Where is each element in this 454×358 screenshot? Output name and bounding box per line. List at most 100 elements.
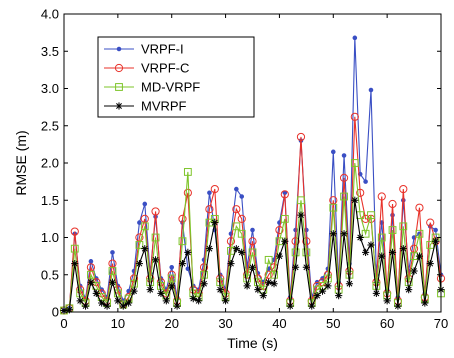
legend-item-vrpf-i: VRPF-I bbox=[104, 42, 184, 57]
data-point-mvrpf bbox=[189, 294, 197, 303]
data-point-mvrpf bbox=[114, 297, 122, 305]
data-point-md-vrpf bbox=[113, 289, 122, 298]
data-point-md-vrpf bbox=[232, 222, 241, 231]
data-point-vrpf-c bbox=[226, 237, 236, 246]
data-point-vrpf-i bbox=[239, 194, 245, 199]
data-point-mvrpf bbox=[308, 302, 316, 310]
data-point-vrpf-c bbox=[377, 192, 386, 201]
data-point-mvrpf bbox=[98, 299, 106, 307]
data-point-vrpf-i bbox=[169, 265, 175, 270]
data-point-md-vrpf bbox=[340, 192, 348, 201]
legend-box bbox=[97, 36, 255, 118]
data-point-md-vrpf bbox=[388, 226, 397, 234]
data-point-mvrpf bbox=[146, 286, 154, 294]
data-point-md-vrpf bbox=[140, 222, 149, 231]
data-point-mvrpf bbox=[211, 219, 219, 227]
y-tick-label: 3.0 bbox=[41, 81, 59, 96]
data-point-vrpf-c bbox=[280, 190, 289, 199]
data-point-mvrpf bbox=[108, 278, 117, 286]
data-point-md-vrpf bbox=[329, 203, 338, 212]
data-point-vrpf-i bbox=[363, 179, 368, 184]
data-point-vrpf-c bbox=[350, 112, 359, 121]
data-point-mvrpf bbox=[291, 263, 300, 271]
data-point-mvrpf bbox=[432, 237, 440, 245]
data-point-md-vrpf bbox=[350, 159, 359, 167]
data-point-md-vrpf bbox=[87, 270, 95, 279]
data-point-mvrpf bbox=[335, 292, 343, 300]
data-point-md-vrpf bbox=[415, 229, 424, 238]
x-tick-label: 0 bbox=[60, 316, 67, 331]
data-point-mvrpf bbox=[270, 280, 278, 288]
data-point-mvrpf bbox=[135, 259, 143, 268]
data-point-mvrpf bbox=[243, 282, 251, 290]
data-point-mvrpf bbox=[265, 278, 273, 286]
data-point-mvrpf bbox=[173, 302, 181, 310]
data-point-mvrpf bbox=[205, 245, 214, 253]
legend-marker-mvrpf bbox=[115, 102, 123, 110]
data-point-mvrpf bbox=[313, 292, 321, 300]
data-point-mvrpf bbox=[178, 259, 187, 268]
data-point-mvrpf bbox=[248, 263, 257, 271]
data-point-mvrpf bbox=[151, 256, 160, 264]
data-point-mvrpf bbox=[65, 306, 73, 314]
data-point-mvrpf bbox=[378, 252, 386, 260]
data-point-mvrpf bbox=[383, 297, 391, 305]
data-point-mvrpf bbox=[232, 245, 240, 253]
data-point-md-vrpf bbox=[291, 248, 300, 257]
data-point-md-vrpf bbox=[399, 222, 408, 231]
data-point-vrpf-c bbox=[70, 227, 79, 236]
x-tick-label: 30 bbox=[218, 316, 232, 331]
data-point-vrpf-c bbox=[339, 173, 349, 182]
data-point-md-vrpf bbox=[130, 279, 138, 288]
data-point-vrpf-c bbox=[248, 237, 257, 246]
data-point-md-vrpf bbox=[178, 237, 187, 246]
data-point-vrpf-i bbox=[142, 201, 148, 207]
data-point-md-vrpf bbox=[297, 196, 305, 205]
legend-marker-vrpf-c bbox=[114, 63, 124, 73]
data-point-md-vrpf bbox=[361, 229, 370, 238]
data-point-mvrpf bbox=[362, 248, 370, 256]
data-point-mvrpf bbox=[281, 237, 289, 245]
data-point-mvrpf bbox=[405, 286, 413, 294]
data-point-mvrpf bbox=[426, 259, 434, 268]
data-point-vrpf-c bbox=[356, 188, 365, 197]
data-point-md-vrpf bbox=[367, 211, 375, 220]
data-point-vrpf-i bbox=[433, 227, 438, 233]
data-point-md-vrpf bbox=[237, 229, 246, 238]
data-point-mvrpf bbox=[275, 252, 284, 260]
data-point-mvrpf bbox=[200, 280, 208, 288]
data-point-mvrpf bbox=[119, 302, 127, 310]
legend-label-vrpf-c: VRPF-C bbox=[141, 61, 189, 76]
data-point-mvrpf bbox=[157, 289, 165, 297]
data-point-vrpf-i bbox=[352, 35, 358, 41]
data-point-vrpf-c bbox=[388, 199, 397, 209]
data-point-vrpf-i bbox=[110, 250, 115, 255]
data-point-vrpf-c bbox=[151, 207, 160, 216]
data-point-mvrpf bbox=[410, 267, 418, 275]
data-point-md-vrpf bbox=[426, 241, 435, 249]
y-tick-label: 1.5 bbox=[41, 193, 59, 208]
legend-item-mvrpf: MVRPF bbox=[104, 99, 187, 114]
data-point-mvrpf bbox=[87, 278, 95, 286]
data-point-mvrpf bbox=[372, 289, 380, 297]
data-point-md-vrpf bbox=[151, 233, 160, 242]
data-point-vrpf-c bbox=[178, 214, 187, 223]
data-point-vrpf-i bbox=[250, 227, 255, 233]
data-point-mvrpf bbox=[162, 297, 170, 305]
data-point-vrpf-c bbox=[275, 225, 284, 235]
y-axis-label: RMSE (m) bbox=[13, 130, 29, 195]
data-point-md-vrpf bbox=[280, 214, 289, 223]
data-point-vrpf-c bbox=[291, 237, 300, 246]
data-point-mvrpf bbox=[345, 280, 354, 288]
data-point-mvrpf bbox=[340, 230, 348, 238]
x-tick-label: 70 bbox=[434, 316, 448, 331]
data-point-md-vrpf bbox=[302, 248, 311, 257]
legend-label-md-vrpf: MD-VRPF bbox=[141, 80, 200, 95]
data-point-vrpf-c bbox=[237, 214, 246, 223]
data-point-mvrpf bbox=[415, 252, 424, 260]
data-point-mvrpf bbox=[356, 233, 364, 242]
data-point-md-vrpf bbox=[248, 248, 257, 257]
data-point-vrpf-c bbox=[399, 184, 408, 194]
data-point-mvrpf bbox=[195, 297, 203, 305]
data-point-mvrpf bbox=[168, 282, 176, 290]
